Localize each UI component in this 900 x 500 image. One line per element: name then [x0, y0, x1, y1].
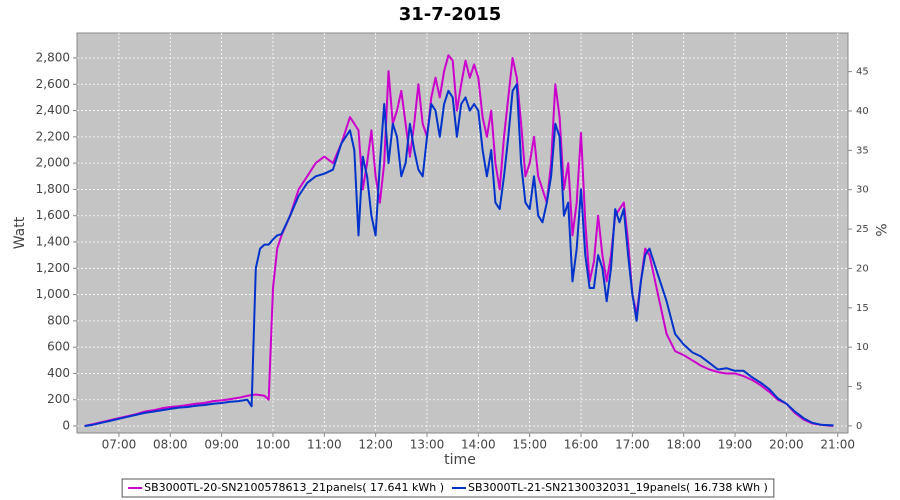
series-line: [84, 83, 834, 427]
y-tick-label: 2,600: [36, 77, 70, 91]
plot-background: [76, 32, 849, 434]
y2-tick-label: 25: [856, 224, 869, 235]
x-tick-label: 19:00: [718, 438, 753, 452]
legend-label: SB3000TL-20-SN2100578613_21panels( 17.64…: [144, 481, 444, 494]
x-tick-label: 18:00: [666, 438, 701, 452]
y-axis-label: Watt: [12, 216, 28, 249]
y-tick-label: 2,800: [36, 50, 70, 64]
legend-box: [121, 478, 775, 498]
y2-tick-label: 40: [856, 106, 869, 117]
y-tick-label: 400: [47, 366, 70, 380]
y-tick-label: 1,200: [36, 261, 70, 275]
y2-tick-label: 20: [856, 263, 869, 274]
y-tick-label: 2,000: [36, 156, 70, 170]
y-tick-label: 1,800: [36, 182, 70, 196]
y2-tick-label: 10: [856, 342, 869, 353]
chart-title: 31-7-2015: [399, 4, 502, 25]
x-tick-label: 15:00: [512, 438, 547, 452]
y2-axis-label: %: [872, 223, 888, 236]
x-tick-label: 14:00: [461, 438, 496, 452]
y2-tick-label: 15: [856, 303, 869, 314]
y-tick-label: 1,400: [36, 235, 70, 249]
x-tick-label: 07:00: [102, 438, 137, 452]
x-tick-label: 11:00: [307, 438, 342, 452]
y2-tick-label: 35: [856, 145, 869, 156]
y-tick-label: 2,200: [36, 129, 70, 143]
y2-tick-label: 45: [856, 67, 869, 78]
legend-label: SB3000TL-21-SN2130032031_19panels( 16.73…: [468, 481, 768, 494]
x-tick-label: 12:00: [358, 438, 393, 452]
x-tick-label: 09:00: [204, 438, 239, 452]
x-axis-label: time: [444, 452, 476, 468]
y-tick-label: 800: [47, 313, 70, 327]
y-tick-label: 1,000: [36, 287, 70, 301]
y2-tick-label: 30: [856, 185, 869, 196]
y-tick-label: 200: [47, 392, 70, 406]
x-tick-label: 16:00: [564, 438, 599, 452]
y2-tick-label: 0: [856, 421, 862, 432]
x-tick-label: 13:00: [410, 438, 445, 452]
x-tick-label: 10:00: [256, 438, 291, 452]
series-line: [84, 54, 834, 427]
x-tick-label: 21:00: [820, 438, 855, 452]
x-tick-label: 20:00: [769, 438, 804, 452]
y-tick-label: 1,600: [36, 208, 70, 222]
y-tick-label: 600: [47, 340, 70, 354]
y-tick-label: 2,400: [36, 103, 70, 117]
y-tick-label: 0: [62, 419, 70, 433]
x-tick-label: 17:00: [615, 438, 650, 452]
y2-tick-label: 5: [856, 382, 862, 393]
x-tick-label: 08:00: [153, 438, 188, 452]
